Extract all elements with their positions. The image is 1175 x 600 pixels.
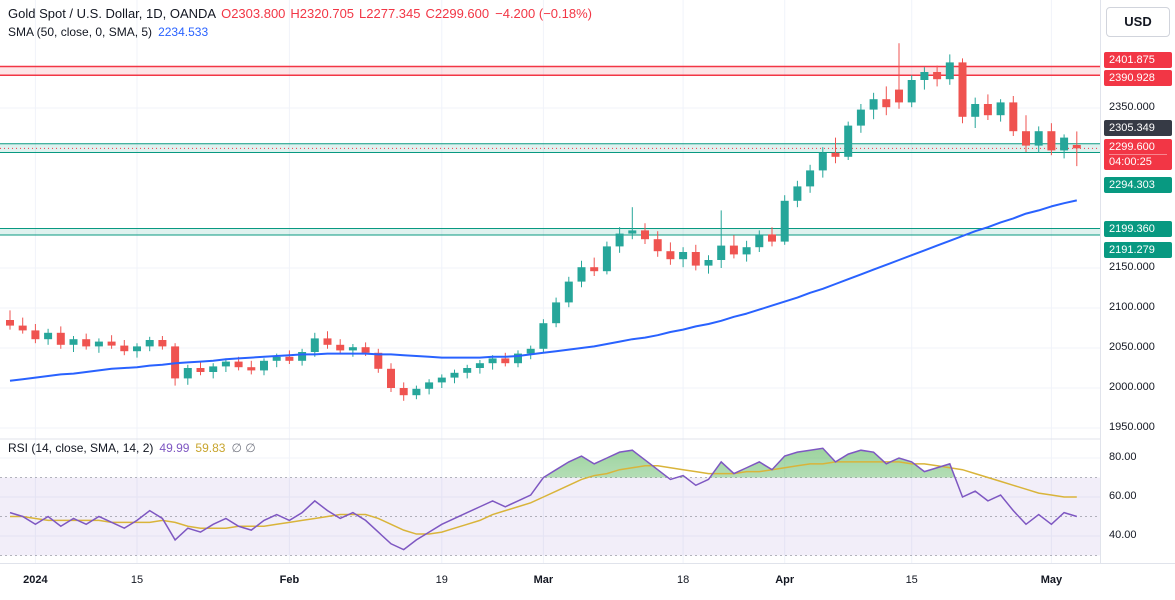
- low-value: L2277.345: [359, 6, 421, 21]
- time-tick-label: 19: [435, 574, 448, 586]
- price-axis[interactable]: USD 2350.000 2150.000 2100.000 2050.000 2000…: [1100, 0, 1175, 563]
- axis-price-label: 2150.000: [1109, 261, 1155, 273]
- current-price-badge: 2299.600 04:00:25: [1104, 139, 1172, 170]
- change-value: −4.200 (−0.18%): [495, 6, 592, 21]
- rsi-extra-values: ∅ ∅: [231, 441, 256, 455]
- price-level-badge: 2294.303: [1104, 177, 1172, 193]
- price-level-badge: 2305.349: [1104, 120, 1172, 136]
- candlestick-series[interactable]: [6, 43, 1081, 401]
- axis-rsi-label: 40.00: [1109, 529, 1137, 541]
- axis-price-label: 1950.000: [1109, 421, 1155, 433]
- currency-usd-button[interactable]: USD: [1106, 7, 1170, 37]
- symbol-legend[interactable]: Gold Spot / U.S. Dollar, 1D, OANDA O2303.…: [8, 5, 592, 41]
- sma-legend-value: 2234.533: [158, 25, 209, 39]
- rsi-line[interactable]: [9, 447, 1078, 551]
- time-tick-label: May: [1040, 574, 1063, 586]
- time-tick-label: Mar: [533, 574, 554, 586]
- axis-price-label: 2000.000: [1109, 381, 1155, 393]
- time-axis[interactable]: 2024 15 Feb 19 Mar 18 Apr 15 May: [0, 563, 1175, 600]
- price-level-badge: 2390.928: [1104, 70, 1172, 86]
- rsi-legend[interactable]: RSI (14, close, SMA, 14, 2) 49.99 59.83 ∅ ∅: [8, 441, 256, 455]
- price-level-badge: 2401.875: [1104, 52, 1172, 68]
- symbol-title: Gold Spot / U.S. Dollar, 1D, OANDA: [8, 6, 217, 21]
- chart-canvas[interactable]: [0, 0, 1100, 563]
- time-tick-label: 2024: [23, 574, 48, 586]
- axis-rsi-label: 60.00: [1109, 490, 1137, 502]
- axis-rsi-label: 80.00: [1109, 451, 1137, 463]
- time-tick-label: 18: [676, 574, 690, 586]
- time-tick-label: Apr: [775, 574, 795, 586]
- rsi-legend-label: RSI (14, close, SMA, 14, 2): [8, 441, 154, 455]
- sma-line[interactable]: [9, 199, 1078, 382]
- open-value: O2303.800: [221, 6, 286, 21]
- ohlc-values: O2303.800 H2320.705 L2277.345 C2299.600: [216, 6, 489, 21]
- time-tick-label: 15: [130, 574, 144, 586]
- sma-legend[interactable]: SMA (50, close, 0, SMA, 5) 2234.533: [8, 24, 592, 41]
- time-tick-label: 15: [905, 574, 918, 586]
- price-level-badge: 2191.279: [1104, 242, 1172, 258]
- axis-price-label: 2100.000: [1109, 301, 1155, 313]
- time-tick-label: Feb: [279, 574, 300, 586]
- axis-price-label: 2350.000: [1109, 101, 1155, 113]
- current-price-value: 2299.600: [1109, 141, 1155, 153]
- rsi-ma-value: 59.83: [195, 441, 226, 455]
- sma-legend-label: SMA (50, close, 0, SMA, 5): [8, 25, 153, 39]
- rsi-ma-line[interactable]: [10, 461, 1077, 535]
- rsi-value: 49.99: [159, 441, 190, 455]
- price-level-badge: 2199.360: [1104, 221, 1172, 237]
- high-value: H2320.705: [290, 6, 355, 21]
- main-chart[interactable]: Gold Spot / U.S. Dollar, 1D, OANDA O2303.…: [0, 0, 1100, 563]
- symbol-legend-row: Gold Spot / U.S. Dollar, 1D, OANDA O2303.…: [8, 5, 592, 22]
- price-level-bands[interactable]: [0, 65, 1100, 236]
- axis-price-label: 2050.000: [1109, 341, 1155, 353]
- bar-countdown: 04:00:25: [1109, 154, 1167, 169]
- grid: [0, 0, 1100, 563]
- close-value: C2299.600: [425, 6, 490, 21]
- rsi-overbought-fill: [543, 448, 956, 478]
